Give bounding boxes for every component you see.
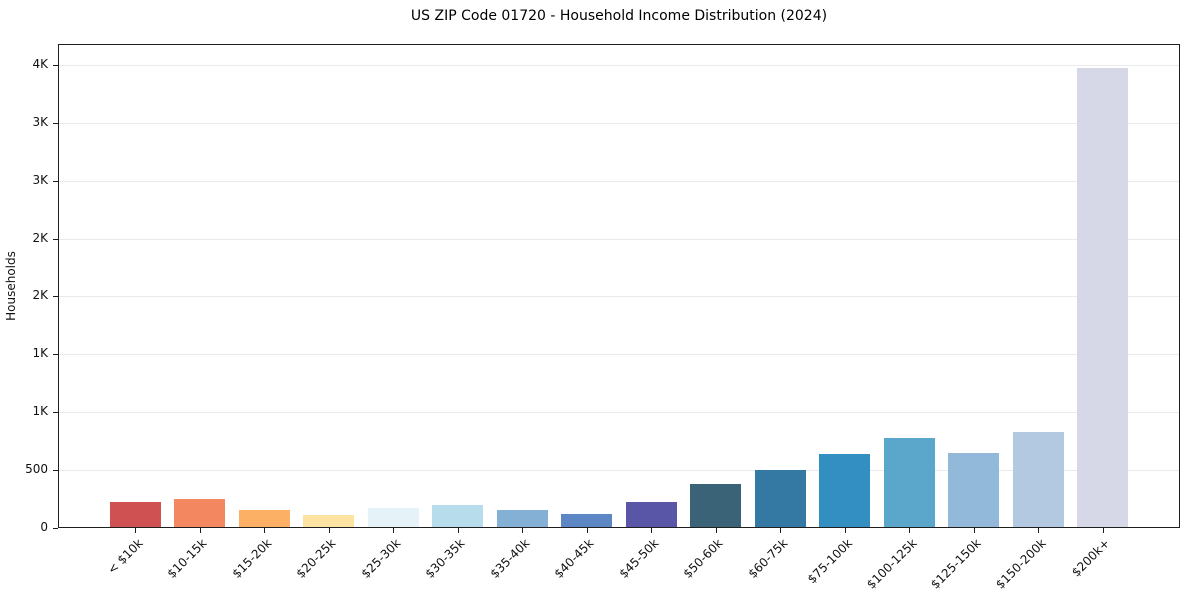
x-tick-label: $35-40k <box>487 536 533 581</box>
x-tick-label: $75-100k <box>804 536 855 587</box>
x-tick-mark <box>973 528 975 533</box>
y-tick-mark <box>53 354 58 356</box>
x-tick-mark <box>328 528 330 533</box>
x-tick-label: $100-125k <box>863 536 920 590</box>
x-tick-label: $15-20k <box>229 536 275 581</box>
bar-35-40k <box>496 509 548 527</box>
x-tick-label: $25-30k <box>358 536 404 581</box>
x-tick-mark <box>199 528 201 533</box>
y-tick-label: 1K <box>32 346 48 361</box>
x-tick-mark <box>135 528 137 533</box>
y-tick-mark <box>53 470 58 472</box>
x-tick-label: $125-150k <box>927 536 984 590</box>
bar-50-60k <box>690 483 742 527</box>
x-tick-mark <box>909 528 911 533</box>
x-tick-label: $50-60k <box>680 536 726 581</box>
bar-200k <box>1077 68 1129 527</box>
x-tick-label: $30-35k <box>422 536 468 581</box>
bar-15-20k <box>238 509 290 527</box>
x-tick-mark <box>651 528 653 533</box>
chart-title: US ZIP Code 01720 - Household Income Dis… <box>410 8 828 24</box>
x-tick-mark <box>844 528 846 533</box>
y-axis-label: Households <box>4 251 18 321</box>
plot-area <box>58 44 1180 528</box>
bar-60-75k <box>754 470 806 527</box>
gridline <box>59 64 1179 66</box>
bar-100-125k <box>883 438 935 527</box>
bar-150-200k <box>1012 432 1064 527</box>
x-tick-label: < $10k <box>104 536 146 577</box>
y-tick-label: 3K <box>32 172 48 187</box>
x-tick-mark <box>264 528 266 533</box>
bar-75-100k <box>819 454 871 527</box>
y-tick-mark <box>53 412 58 414</box>
x-tick-label: $60-75k <box>745 536 791 581</box>
x-tick-label: $45-50k <box>616 536 662 581</box>
y-tick-mark <box>53 180 58 182</box>
bar-45-50k <box>625 502 677 527</box>
gridline <box>59 412 1179 414</box>
y-tick-mark <box>53 296 58 298</box>
x-tick-mark <box>522 528 524 533</box>
bar-40-45k <box>561 513 613 527</box>
gridline <box>59 180 1179 182</box>
y-tick-mark <box>53 238 58 240</box>
x-tick-mark <box>393 528 395 533</box>
x-tick-mark <box>586 528 588 533</box>
x-tick-label: $20-25k <box>293 536 339 581</box>
bar-30-35k <box>432 505 484 527</box>
y-tick-mark <box>53 122 58 124</box>
x-tick-mark <box>1102 528 1104 533</box>
bar-125-150k <box>948 452 1000 527</box>
x-tick-label: $150-200k <box>992 536 1049 590</box>
y-tick-mark <box>53 528 58 529</box>
y-tick-label: 2K <box>32 230 48 245</box>
gridline <box>59 470 1179 472</box>
x-tick-label: $40-45k <box>551 536 597 581</box>
y-tick-label: 3K <box>32 114 48 129</box>
bar-25-30k <box>367 508 419 527</box>
bar-10-15k <box>174 499 226 527</box>
x-tick-mark <box>780 528 782 533</box>
gridline <box>59 354 1179 356</box>
x-tick-mark <box>457 528 459 533</box>
y-tick-label: 0 <box>40 520 48 534</box>
y-tick-label: 2K <box>32 288 48 303</box>
gridline <box>59 122 1179 124</box>
x-tick-label: $200k+ <box>1069 536 1113 580</box>
y-tick-label: 500 <box>25 462 48 477</box>
y-tick-label: 4K <box>32 56 48 71</box>
x-tick-mark <box>1038 528 1040 533</box>
y-tick-mark <box>53 64 58 66</box>
gridline <box>59 238 1179 240</box>
bar-20-25k <box>303 514 355 527</box>
bar-10k <box>109 502 161 527</box>
gridline <box>59 296 1179 298</box>
x-tick-label: $10-15k <box>164 536 210 581</box>
x-tick-mark <box>715 528 717 533</box>
y-tick-label: 1K <box>32 404 48 419</box>
